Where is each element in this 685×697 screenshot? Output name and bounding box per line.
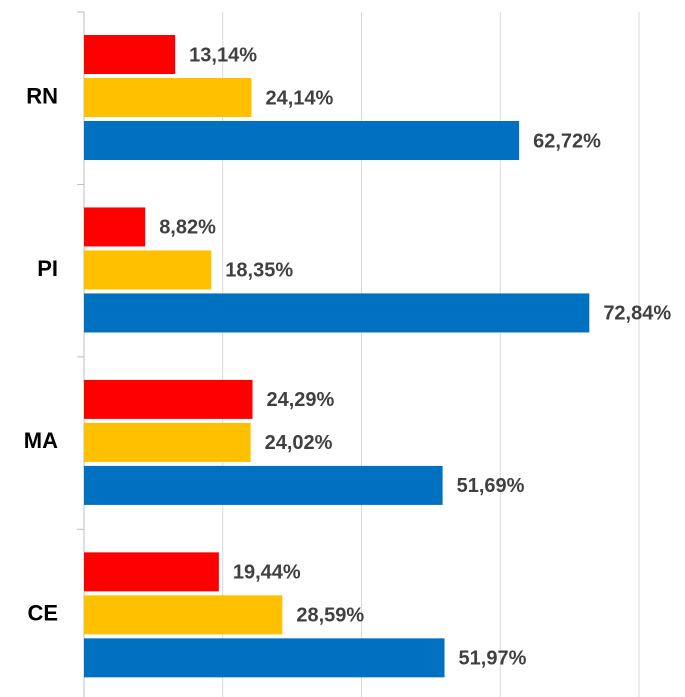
value-label: 51,97% bbox=[459, 648, 527, 670]
value-label: 51,69% bbox=[457, 475, 525, 497]
value-label: 18,35% bbox=[225, 260, 293, 282]
bar bbox=[84, 121, 520, 160]
value-label: 8,82% bbox=[159, 217, 216, 239]
bar bbox=[84, 250, 212, 290]
value-label: 13,14% bbox=[189, 44, 257, 66]
category-label: CE bbox=[27, 601, 58, 626]
bar bbox=[84, 379, 253, 419]
value-label: 62,72% bbox=[533, 130, 601, 152]
bar bbox=[84, 78, 252, 117]
bar bbox=[84, 595, 283, 635]
category-label: RN bbox=[26, 83, 58, 108]
bar bbox=[84, 422, 251, 462]
bar bbox=[84, 552, 219, 592]
value-label: 28,59% bbox=[296, 605, 364, 627]
bar bbox=[84, 207, 146, 247]
category-label: PI bbox=[37, 256, 58, 281]
bar bbox=[84, 465, 443, 505]
value-label: 24,14% bbox=[265, 87, 333, 109]
value-label: 24,29% bbox=[267, 389, 335, 411]
bar bbox=[84, 293, 590, 333]
bar bbox=[84, 638, 445, 678]
value-label: 24,02% bbox=[265, 432, 333, 454]
category-label: MA bbox=[24, 428, 58, 453]
bar bbox=[84, 35, 176, 74]
value-label: 19,44% bbox=[233, 562, 301, 584]
value-label: 72,84% bbox=[603, 303, 671, 325]
